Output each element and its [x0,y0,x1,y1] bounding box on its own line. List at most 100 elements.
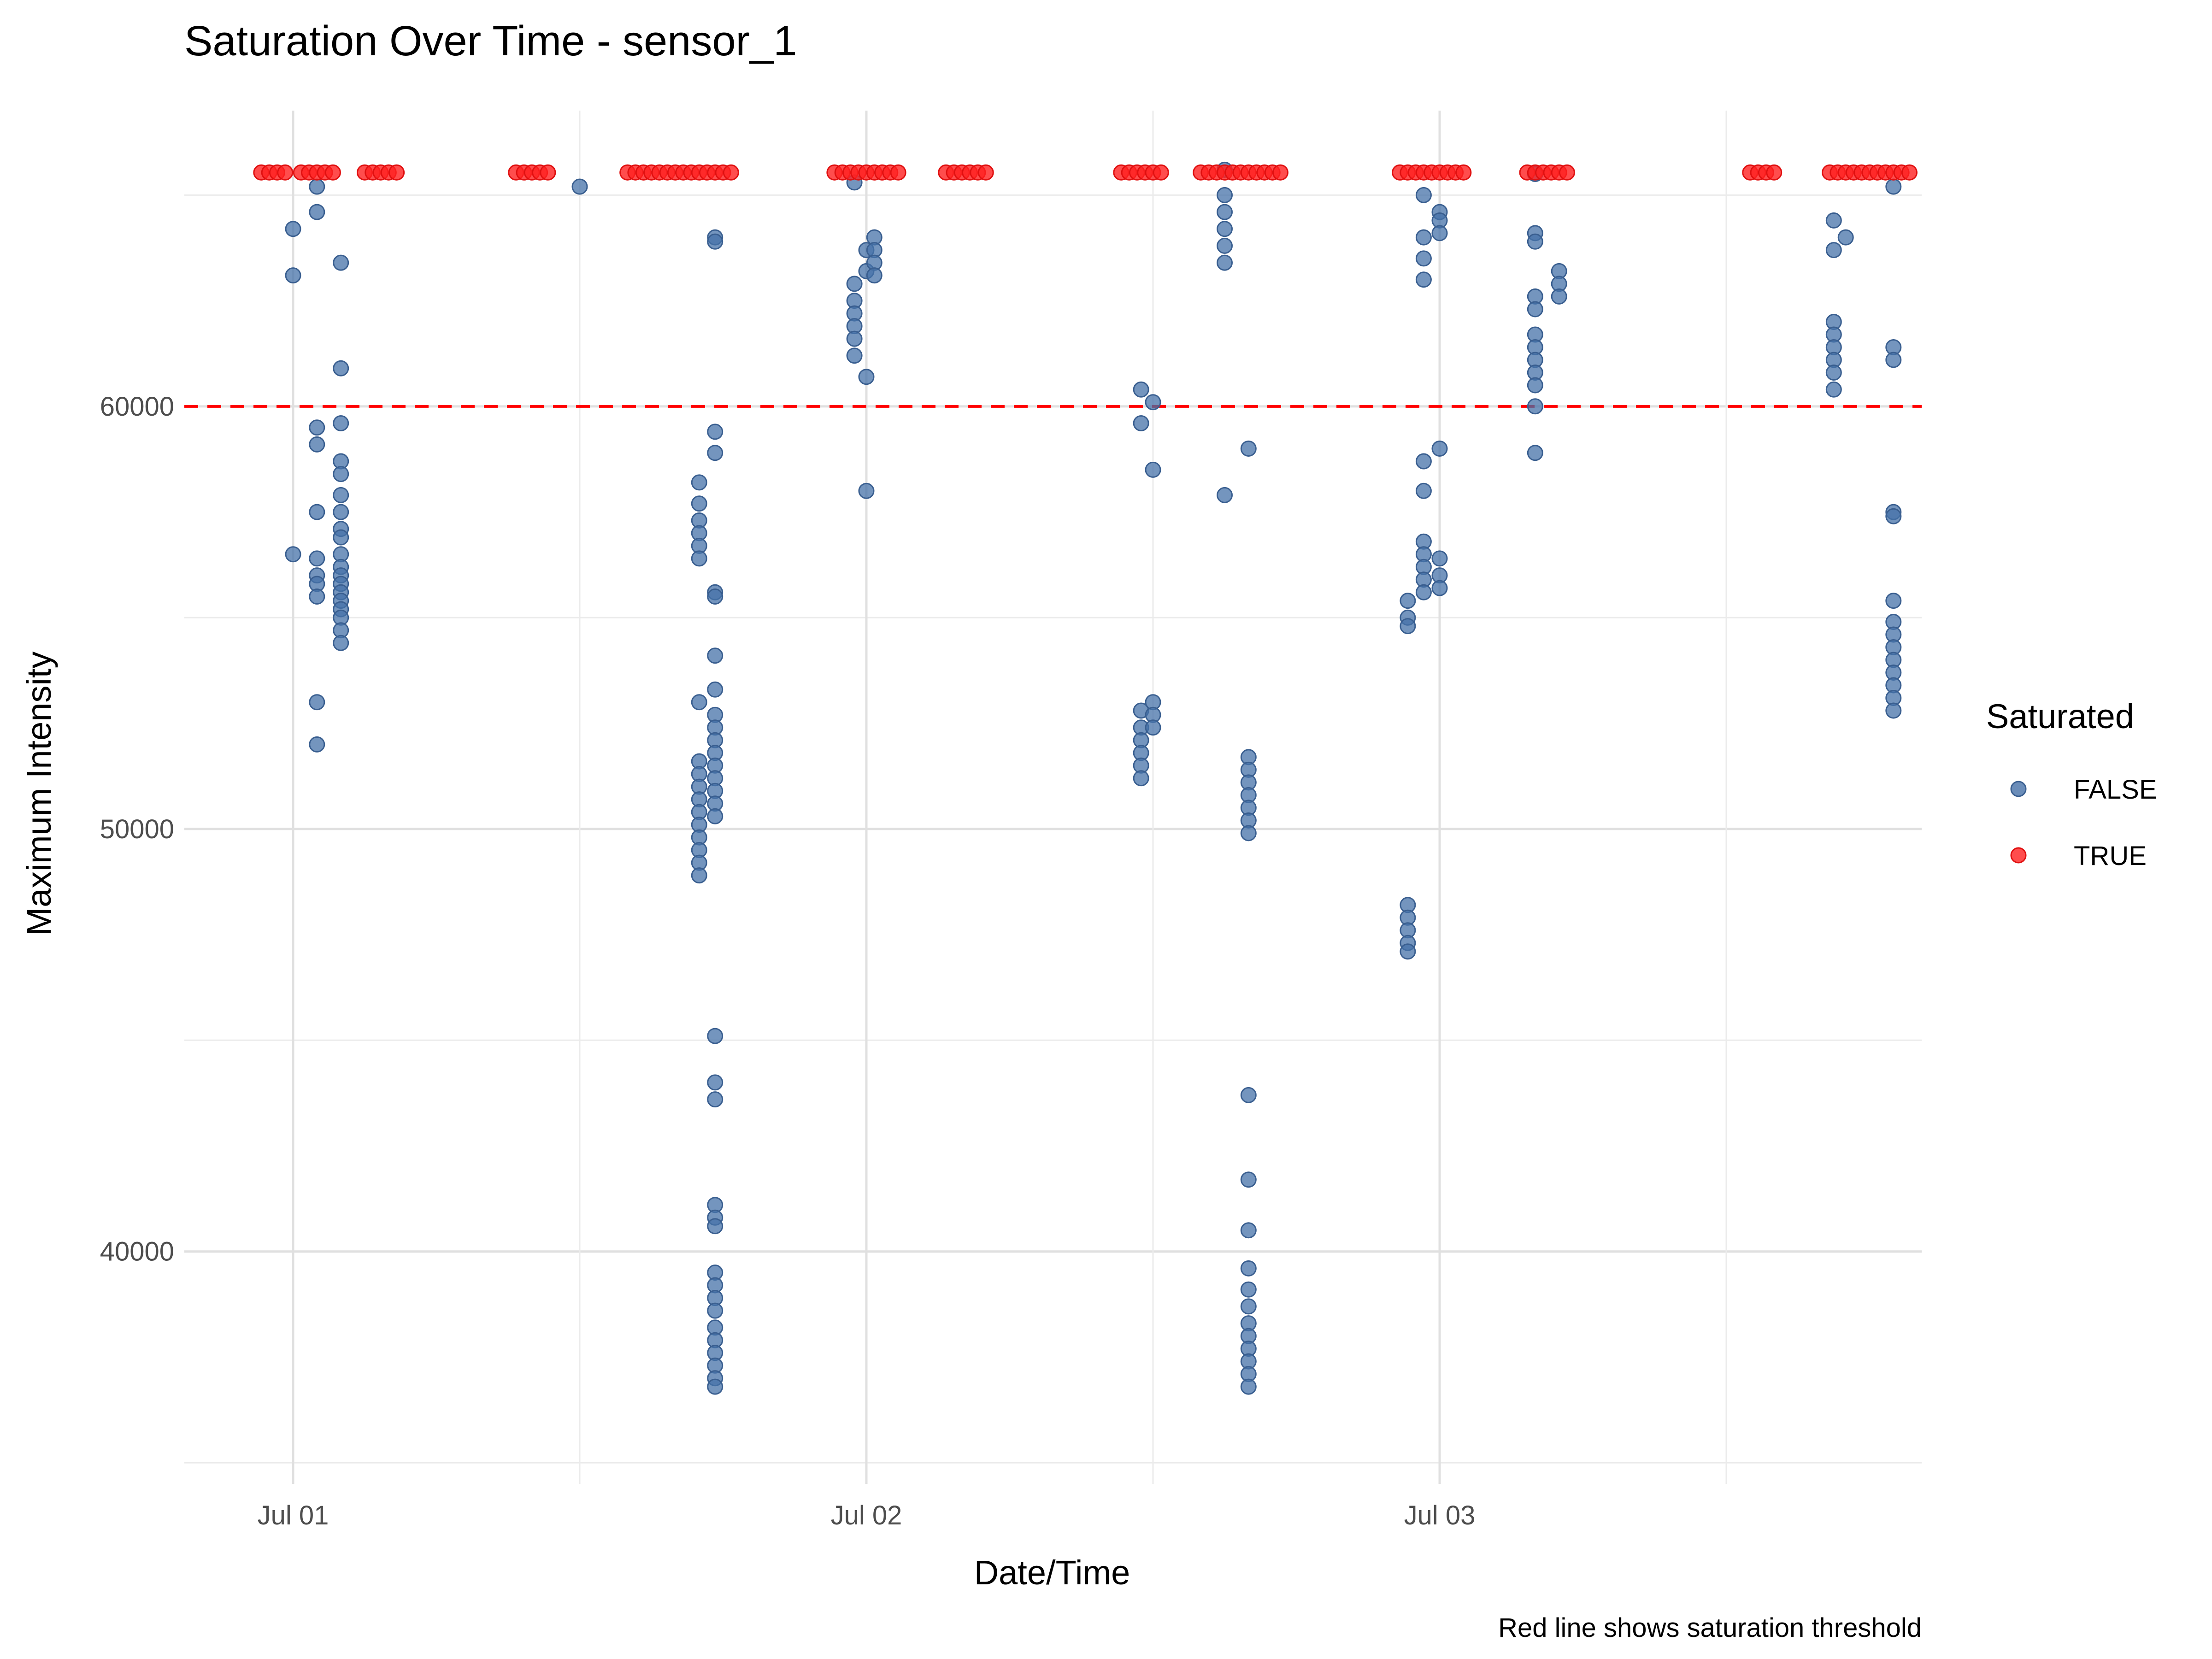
data-point-false [1133,381,1149,398]
legend-marker-true [2010,847,2027,864]
data-point-false [691,867,707,884]
data-point-false [333,487,349,503]
data-point-false [691,474,707,491]
data-point-false [1400,943,1416,960]
legend: Saturated FALSE TRUE [1986,697,2157,871]
data-point-false [1217,487,1233,503]
data-point-false [309,736,325,753]
data-point-false [707,808,724,824]
data-point-true [388,164,405,181]
data-point-false [1240,1222,1257,1239]
data-point-false [1527,445,1543,461]
data-point-false [1527,301,1543,318]
data-point-false [1551,288,1567,305]
data-point-false [707,424,724,440]
legend-marker-false [2010,781,2027,797]
data-point-false [1240,1281,1257,1298]
data-point-false [1885,178,1902,195]
data-point-false [707,647,724,664]
data-point-false [333,415,349,431]
data-point-false [858,369,875,385]
data-point-false [858,482,875,499]
data-point-false [1885,508,1902,524]
data-point-false [1415,271,1432,288]
data-point-false [846,347,863,364]
data-point-true [977,164,994,181]
data-point-false [309,436,325,453]
data-point-false [707,588,724,605]
data-point-true [1272,164,1288,181]
data-point-false [333,466,349,482]
data-point-false [1217,254,1233,271]
data-point-false [333,360,349,377]
data-point-false [1133,770,1149,787]
data-point-false [285,267,301,284]
data-point-false [1415,250,1432,267]
data-point-false [1217,187,1233,203]
data-point-false [1415,229,1432,246]
data-point-false [846,276,863,292]
data-point-false [285,546,301,563]
data-point-false [1825,365,1842,381]
data-point-false [309,588,325,605]
data-point-false [707,1302,724,1319]
data-point-false [1415,482,1432,499]
data-point-false [1217,237,1233,254]
x-axis-title: Date/Time [974,1553,1130,1592]
data-point-false [1217,221,1233,237]
data-point-false [1240,1171,1257,1188]
data-point-false [1825,212,1842,229]
data-point-false [1240,1260,1257,1277]
data-point-true [1559,164,1575,181]
data-point-false [1885,352,1902,368]
data-point-false [1527,233,1543,250]
data-point-false [1431,441,1448,457]
chart-title: Saturation Over Time - sensor_1 [184,18,797,65]
data-point-false [309,504,325,520]
y-tick-label: 40000 [100,1237,174,1267]
legend-label-false: FALSE [2074,775,2157,805]
data-point-false [1240,441,1257,457]
data-point-true [1455,164,1472,181]
data-point-false [285,221,301,237]
data-point-false [1885,702,1902,719]
data-point-true [1766,164,1783,181]
y-tick-label: 60000 [100,392,174,422]
data-point-false [1145,719,1161,736]
data-point-false [691,550,707,567]
data-point-true [1901,164,1918,181]
data-point-false [309,419,325,436]
data-point-true [324,164,341,181]
data-point-true [277,164,294,181]
data-point-false [1240,1298,1257,1315]
data-point-false [1825,381,1842,398]
data-point-false [691,694,707,711]
data-point-false [1400,593,1416,609]
y-axis-title: Maximum Intensity [20,652,58,936]
data-point-false [309,550,325,567]
data-point-false [1133,415,1149,431]
data-point-false [1240,1087,1257,1103]
data-point-true [890,164,906,181]
x-tick-label: Jul 01 [258,1500,329,1530]
data-point-false [1837,229,1854,246]
data-point-false [1145,461,1161,478]
data-point-false [1527,377,1543,394]
data-points [253,161,1918,1395]
data-point-false [707,1028,724,1044]
x-tick-label: Jul 02 [831,1500,902,1530]
data-point-false [309,204,325,220]
grid [184,111,1922,1484]
data-point-false [1885,593,1902,609]
data-point-false [1431,580,1448,596]
data-point-false [1415,187,1432,203]
data-point-true [540,164,556,181]
data-point-true [1153,164,1169,181]
data-point-false [333,504,349,520]
data-point-false [707,1074,724,1091]
data-point-false [691,495,707,512]
data-point-false [1415,453,1432,470]
data-point-false [309,178,325,195]
x-tick-label: Jul 03 [1404,1500,1476,1530]
